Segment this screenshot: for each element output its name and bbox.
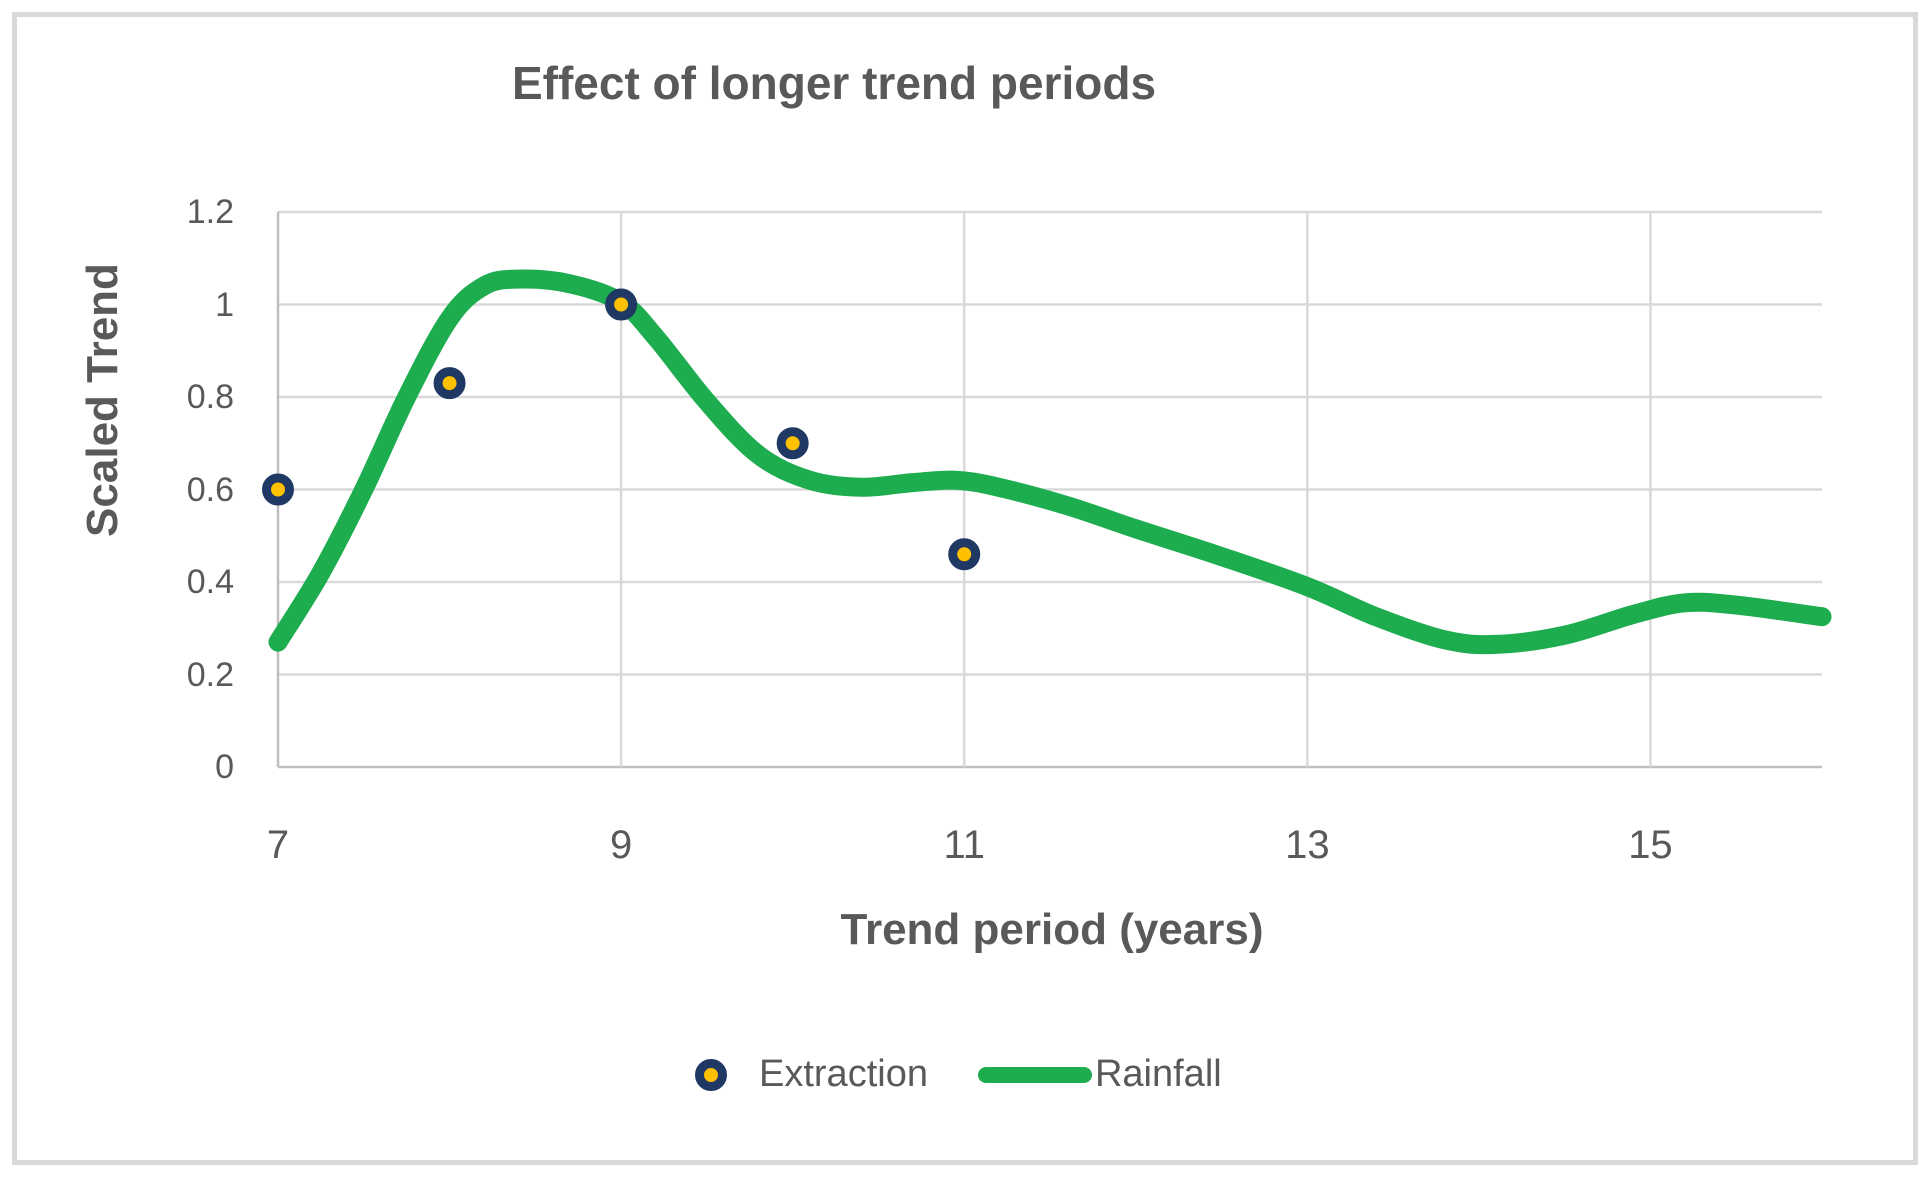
- x-tick-label: 11: [943, 823, 985, 867]
- y-tick-label: 1: [215, 285, 234, 324]
- chart-title: Effect of longer trend periods: [511, 57, 1157, 109]
- x-axis-title: Trend period (years): [840, 905, 1264, 954]
- rainfall-line-series: [268, 269, 1832, 655]
- x-tick-label: 13: [1285, 823, 1330, 867]
- extraction-data-point: [776, 427, 809, 460]
- y-tick-label: 0.4: [186, 563, 234, 601]
- x-tick-label: 7: [266, 823, 290, 867]
- extraction-data-point: [948, 538, 981, 571]
- legend-marker-rainfall-icon: [977, 1066, 1092, 1083]
- y-tick-label: 0.8: [186, 378, 234, 416]
- extraction-data-point: [433, 367, 466, 400]
- legend-marker-extraction-icon: [695, 1058, 727, 1091]
- y-tick-label: 0.6: [186, 470, 234, 509]
- y-tick-label: 0: [215, 748, 234, 786]
- x-tick-label: 15: [1628, 823, 1673, 867]
- extraction-data-point: [262, 473, 294, 506]
- legend: Extraction Rainfall: [695, 1053, 1222, 1096]
- y-tick-label: 0.2: [186, 655, 234, 694]
- y-tick-label: 1.2: [186, 193, 234, 231]
- legend-label-rainfall: Rainfall: [1094, 1053, 1222, 1095]
- x-tick-label: 9: [609, 823, 633, 867]
- legend-label-extraction: Extraction: [759, 1053, 928, 1095]
- extraction-data-point: [605, 288, 638, 321]
